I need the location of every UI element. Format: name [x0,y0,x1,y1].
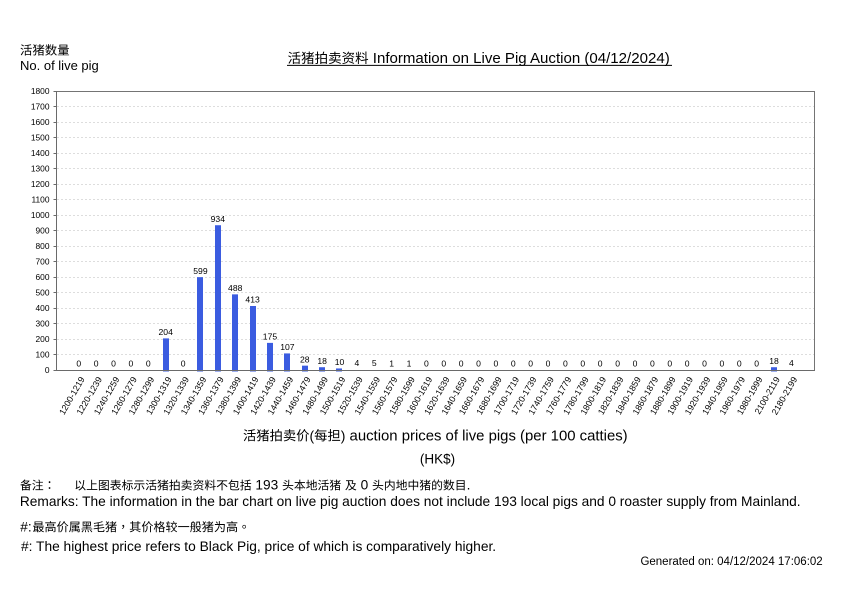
svg-text:0: 0 [361,478,369,493]
svg-text:4: 4 [789,358,794,368]
svg-text:1800: 1800 [31,86,50,96]
svg-text:0: 0 [598,359,603,369]
svg-text:0: 0 [494,359,499,369]
svg-text:): ) [341,427,346,443]
svg-text:934: 934 [211,214,226,224]
svg-text:0: 0 [754,359,759,369]
svg-text:1600: 1600 [31,117,50,127]
svg-text:0: 0 [129,359,134,369]
svg-text:700: 700 [36,257,50,267]
svg-text:0: 0 [146,359,151,369]
svg-text:4: 4 [354,358,359,368]
svg-text:Information on Live Pig Auctio: Information on Live Pig Auction (04/12/2… [373,50,670,67]
svg-text:900: 900 [36,226,50,236]
svg-text:28: 28 [300,354,310,364]
svg-text:0: 0 [181,359,186,369]
svg-text:0: 0 [511,359,516,369]
svg-text:Generated on: 04/12/2024 17:06: Generated on: 04/12/2024 17:06:02 [640,556,822,568]
svg-text:599: 599 [193,266,208,276]
svg-text:10: 10 [335,357,345,367]
svg-text:5: 5 [372,358,377,368]
svg-text:0: 0 [459,359,464,369]
svg-text:1500: 1500 [31,133,50,143]
svg-text:18: 18 [317,356,327,366]
svg-text:(: ( [310,427,315,443]
svg-text:0: 0 [94,359,99,369]
svg-text:0: 0 [633,359,638,369]
svg-text:No. of live pig: No. of live pig [20,58,99,73]
svg-text:107: 107 [280,342,295,352]
svg-text:1100: 1100 [31,195,49,205]
svg-text:1300: 1300 [31,164,50,174]
svg-text:0: 0 [424,359,429,369]
svg-text:0: 0 [719,359,724,369]
svg-text:0: 0 [580,359,585,369]
svg-text:0: 0 [702,359,707,369]
svg-text:(HK$): (HK$) [420,451,455,466]
svg-text:1: 1 [407,358,412,368]
svg-text:1200: 1200 [31,179,50,189]
svg-text:400: 400 [36,303,50,313]
svg-text:800: 800 [36,241,50,251]
svg-text:488: 488 [228,283,243,293]
svg-text:0: 0 [441,359,446,369]
svg-text:18: 18 [769,356,779,366]
svg-text:193: 193 [255,478,278,493]
svg-text:1400: 1400 [31,148,50,158]
svg-text:0: 0 [111,359,116,369]
svg-text:413: 413 [245,295,260,305]
svg-text:0: 0 [528,359,533,369]
svg-text:0: 0 [476,359,481,369]
svg-text:0: 0 [685,359,690,369]
svg-text:600: 600 [36,272,50,282]
svg-text:#:: #: [20,519,31,534]
svg-text:0: 0 [76,359,81,369]
svg-text:Remarks: The information in th: Remarks: The information in the bar char… [20,494,801,509]
svg-text:0: 0 [615,359,620,369]
svg-text:1: 1 [389,358,394,368]
svg-text:0: 0 [563,359,568,369]
svg-text:200: 200 [36,334,50,344]
svg-text:204: 204 [159,327,174,337]
svg-text:100: 100 [36,350,50,360]
svg-text:500: 500 [36,288,50,298]
svg-text:175: 175 [263,332,278,342]
svg-text:1700: 1700 [31,102,50,112]
svg-text:0: 0 [667,359,672,369]
svg-text:1000: 1000 [31,210,50,220]
svg-text:.: . [467,478,471,493]
svg-text:0: 0 [45,365,50,375]
svg-text:300: 300 [36,319,50,329]
svg-text:0: 0 [650,359,655,369]
svg-text:0: 0 [737,359,742,369]
svg-text:auction prices of live pigs (p: auction prices of live pigs (per 100 cat… [350,428,628,444]
svg-text:0: 0 [546,359,551,369]
svg-text:#: The highest price refers to: #: The highest price refers to Black Pig… [21,539,496,554]
